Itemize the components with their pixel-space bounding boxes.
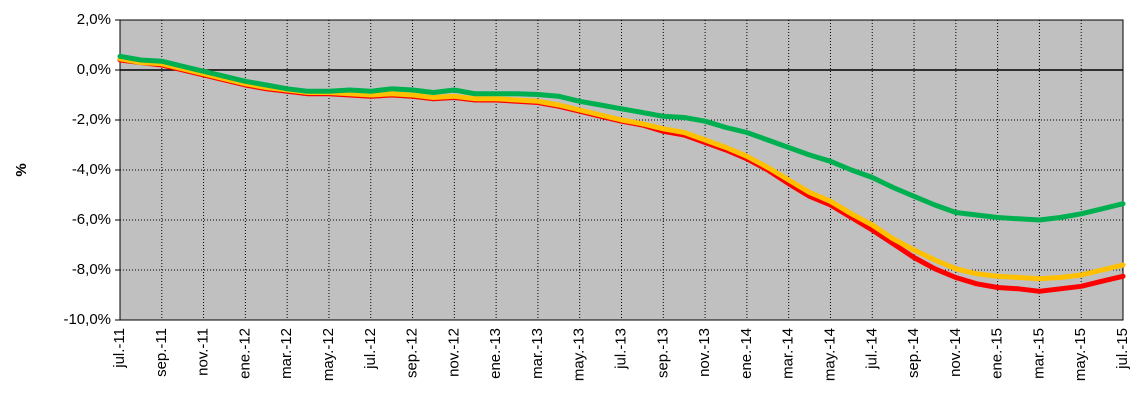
y-tick-label: -2,0% [72, 111, 111, 128]
x-tick-label: mar.-14 [780, 328, 797, 379]
y-tick-label: -6,0% [72, 211, 111, 228]
x-tick-label: may.-12 [320, 328, 337, 381]
x-tick-label: jul.-15 [1114, 328, 1131, 370]
x-tick-label: sep.-14 [905, 328, 922, 378]
x-tick-label: mar.-15 [1030, 328, 1047, 379]
x-tick-label: ene.-13 [487, 328, 504, 379]
x-tick-label: jul.-14 [863, 328, 880, 370]
x-tick-label: nov.-14 [947, 328, 964, 377]
series-line-3 [117, 53, 1126, 223]
x-tick-label: ene.-15 [989, 328, 1006, 379]
x-axis-tick-labels: jul.-11 sep.-11 nov.-11 ene.-12 mar.-12 may.-… [111, 328, 1131, 381]
x-tick-label: ene.-12 [236, 328, 253, 379]
x-tick-label: jul.-12 [362, 328, 379, 370]
x-tick-label: mar.-13 [529, 328, 546, 379]
y-tick-label: 0,0% [77, 61, 111, 78]
y-tick-label: 2,0% [77, 11, 111, 28]
x-tick-label: ene.-14 [738, 328, 755, 379]
y-axis-tick-labels: 2,0% 0,0% -2,0% -4,0% -6,0% -8,0% -10,0% [63, 11, 111, 328]
x-tick-label: nov.-11 [195, 328, 212, 376]
y-axis-label: % [13, 163, 30, 176]
x-tick-label: sep.-13 [654, 328, 671, 378]
x-tick-label: may.-15 [1072, 328, 1089, 381]
x-tick-label: nov.-13 [696, 328, 713, 377]
x-tick-label: may.-14 [821, 328, 838, 381]
x-tick-label: nov.-12 [445, 328, 462, 377]
x-tick-label: mar.-12 [278, 328, 295, 379]
x-tick-label: sep.-11 [153, 328, 170, 377]
series-group [117, 53, 1126, 294]
x-tick-label: sep.-12 [403, 328, 420, 378]
x-tick-label: jul.-13 [612, 328, 629, 370]
y-tick-label: -8,0% [72, 261, 111, 278]
x-tick-label: may.-13 [571, 328, 588, 381]
x-tick-label: jul.-11 [111, 328, 128, 369]
y-tick-label: -4,0% [72, 161, 111, 178]
y-tick-label: -10,0% [63, 311, 111, 328]
